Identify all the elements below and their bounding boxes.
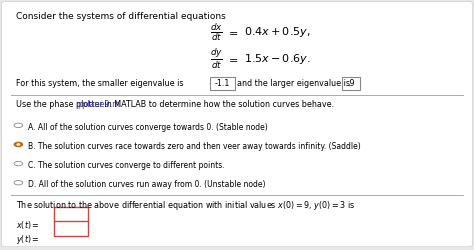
FancyBboxPatch shape (210, 77, 235, 90)
Text: pplane9.m: pplane9.m (77, 100, 120, 109)
Circle shape (14, 142, 23, 147)
Text: Use the phase plotter: Use the phase plotter (16, 100, 105, 109)
Circle shape (14, 162, 23, 166)
Circle shape (14, 180, 23, 185)
Text: D. All of the solution curves run away from 0. (Unstable node): D. All of the solution curves run away f… (28, 180, 266, 189)
Text: $=$: $=$ (226, 54, 238, 64)
Text: .9: .9 (347, 79, 355, 88)
FancyBboxPatch shape (1, 2, 473, 247)
Text: Consider the systems of differential equations: Consider the systems of differential equ… (16, 12, 225, 22)
Text: $\frac{dx}{dt}$: $\frac{dx}{dt}$ (210, 21, 223, 43)
Circle shape (17, 144, 20, 145)
Text: C. The solution curves converge to different points.: C. The solution curves converge to diffe… (28, 161, 225, 170)
Text: $0.4x + 0.5y,$: $0.4x + 0.5y,$ (244, 25, 310, 39)
FancyBboxPatch shape (54, 207, 88, 222)
Text: A. All of the solution curves converge towards 0. (Stable node): A. All of the solution curves converge t… (28, 123, 268, 132)
Circle shape (14, 123, 23, 128)
Text: $y(t) =$: $y(t) =$ (16, 232, 39, 245)
FancyBboxPatch shape (54, 221, 88, 236)
Text: B. The solution curves race towards zero and then veer away towards infinity. (S: B. The solution curves race towards zero… (28, 142, 361, 151)
Text: The solution to the above differential equation with initial values $x(0) = 9$, : The solution to the above differential e… (16, 199, 355, 212)
Text: in MATLAB to determine how the solution curves behave.: in MATLAB to determine how the solution … (102, 100, 335, 109)
Text: $1.5x - 0.6y.$: $1.5x - 0.6y.$ (244, 52, 310, 66)
Text: $x(t) =$: $x(t) =$ (16, 218, 39, 230)
Text: and the larger eigenvalue is: and the larger eigenvalue is (237, 79, 350, 88)
Text: -1.1: -1.1 (215, 79, 230, 88)
FancyBboxPatch shape (342, 77, 360, 90)
Text: For this system, the smaller eigenvalue is: For this system, the smaller eigenvalue … (16, 79, 183, 88)
Text: $\frac{dy}{dt}$: $\frac{dy}{dt}$ (210, 47, 223, 71)
Text: $=$: $=$ (226, 27, 238, 37)
